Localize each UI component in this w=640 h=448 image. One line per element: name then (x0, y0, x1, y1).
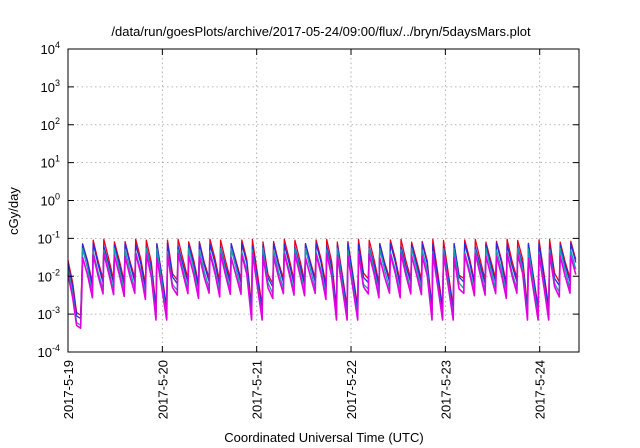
y-tick-label: 10-4 (38, 343, 60, 360)
x-tick-label: 2017-5-20 (155, 360, 170, 419)
y-tick-label: 10-3 (38, 305, 60, 322)
x-tick-label: 2017-5-22 (344, 360, 359, 419)
x-tick-label: 2017-5-24 (533, 360, 548, 419)
y-tick-label: 101 (41, 154, 60, 171)
y-axis-label: cGy/day (6, 187, 21, 235)
data-series-line (67, 252, 577, 329)
data-series-group (67, 238, 577, 329)
data-series-line (67, 242, 577, 320)
x-tick-label: 2017-5-23 (438, 360, 453, 419)
data-series-line (67, 238, 577, 316)
x-axis: 2017-5-19 2017-5-20 2017-5-21 2017-5-22 2017… (61, 49, 548, 419)
y-tick-label: 10-1 (38, 229, 60, 246)
y-tick-label: 100 (41, 192, 60, 209)
x-tick-label: 2017-5-19 (61, 360, 76, 419)
x-axis-label: Coordinated Universal Time (UTC) (224, 430, 423, 445)
y-tick-label: 104 (41, 40, 60, 57)
data-series-line (67, 247, 577, 326)
y-axis: 10-4 10-3 10-2 10-1 100 101 102 103 104 (38, 40, 579, 360)
x-tick-label: 2017-5-21 (250, 360, 265, 419)
y-tick-label: 103 (41, 78, 60, 95)
y-tick-label: 10-2 (38, 267, 60, 284)
y-tick-label: 102 (41, 116, 60, 133)
chart-title: /data/run/goesPlots/archive/2017-05-24/0… (111, 24, 531, 39)
grid (68, 49, 579, 352)
